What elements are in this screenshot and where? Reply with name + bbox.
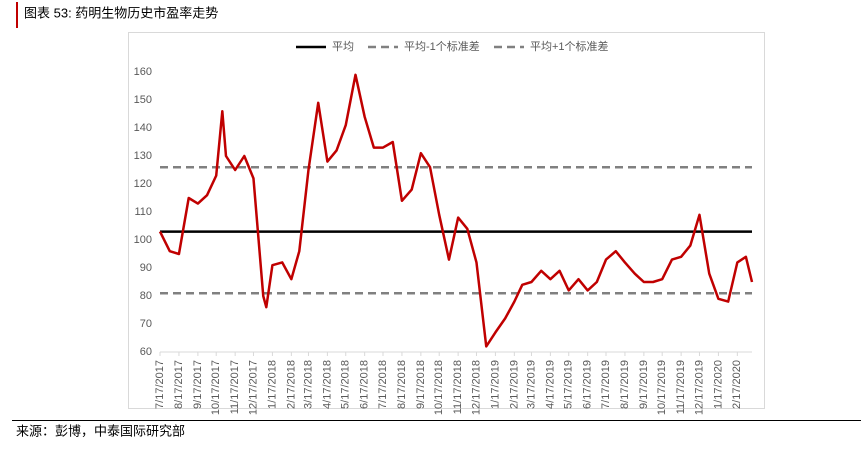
x-tick-label: 11/17/2017: [229, 360, 241, 414]
x-tick-label: 8/17/2017: [173, 360, 185, 409]
y-tick-label: 90: [140, 262, 152, 274]
x-tick-label: 7/17/2017: [154, 360, 166, 409]
x-tick-label: 2/17/2020: [731, 360, 743, 409]
x-tick-label: 12/17/2018: [470, 360, 482, 415]
x-tick-label: 10/17/2019: [656, 360, 668, 415]
y-tick-label: 110: [134, 206, 152, 218]
x-tick-label: 10/17/2017: [210, 360, 222, 415]
chart-frame: [128, 32, 765, 409]
y-tick-label: 150: [134, 94, 152, 106]
y-tick-label: 60: [140, 346, 152, 358]
y-tick-label: 160: [134, 66, 152, 78]
x-tick-label: 4/17/2019: [544, 360, 556, 409]
x-tick-label: 5/17/2018: [340, 360, 352, 409]
x-tick-label: 6/17/2019: [582, 360, 594, 409]
x-tick-label: 3/17/2018: [302, 360, 314, 409]
y-tick-label: 70: [140, 318, 152, 330]
x-tick-label: 1/17/2020: [712, 360, 724, 409]
x-tick-label: 10/17/2018: [433, 360, 445, 415]
legend-label: 平均+1个标准差: [530, 39, 609, 53]
chart-title: 图表 53: 药明生物历史市盈率走势: [24, 5, 218, 20]
x-tick-label: 9/17/2019: [638, 360, 650, 409]
x-tick-label: 2/17/2018: [285, 360, 297, 409]
x-tick-label: 1/17/2019: [489, 360, 501, 409]
x-tick-label: 2/17/2019: [508, 360, 520, 409]
source: 来源：彭博，中泰国际研究部: [16, 423, 185, 438]
x-tick-label: 7/17/2018: [377, 360, 389, 409]
legend-label: 平均: [332, 40, 354, 53]
x-tick-label: 12/17/2017: [247, 360, 259, 415]
y-tick-label: 130: [134, 150, 152, 162]
x-tick-label: 8/17/2018: [396, 360, 408, 409]
x-tick-label: 5/17/2019: [563, 360, 575, 409]
data-line: [158, 73, 754, 348]
y-tick-label: 100: [134, 234, 152, 246]
y-tick-label: 80: [140, 290, 152, 302]
x-tick-label: 12/17/2019: [693, 360, 705, 415]
x-tick-label: 11/17/2018: [452, 360, 464, 414]
title-accent: [16, 2, 18, 28]
legend-label: 平均-1个标准差: [404, 39, 480, 53]
y-tick-label: 120: [134, 178, 152, 190]
x-tick-label: 8/17/2019: [619, 360, 631, 409]
x-tick-label: 6/17/2018: [359, 360, 371, 409]
x-tick-label: 3/17/2019: [525, 360, 537, 409]
x-tick-label: 9/17/2017: [192, 360, 204, 409]
x-tick-label: 7/17/2019: [600, 360, 612, 409]
x-tick-label: 11/17/2019: [675, 360, 687, 414]
x-tick-label: 1/17/2018: [266, 360, 278, 409]
y-tick-label: 140: [134, 122, 152, 134]
x-tick-label: 4/17/2018: [321, 360, 333, 409]
x-tick-label: 9/17/2018: [415, 360, 427, 409]
